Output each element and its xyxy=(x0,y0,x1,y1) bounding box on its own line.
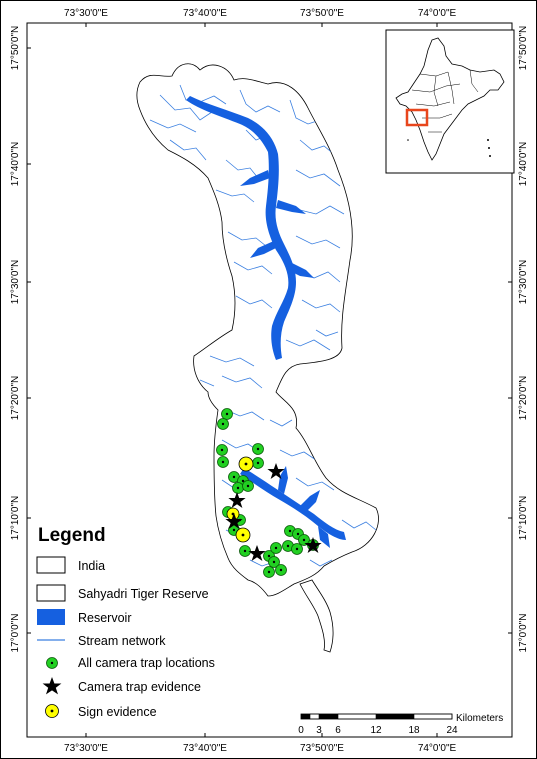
reservoir-arm xyxy=(300,490,320,512)
bottom-tick-label: 74°0'0"E xyxy=(418,743,457,754)
top-tick-label: 74°0'0"E xyxy=(418,8,457,19)
right-tick-label: 17°40'0"N xyxy=(518,142,529,187)
camera-trap-marker xyxy=(242,480,254,492)
camera-trap-evidence-star xyxy=(304,537,322,553)
left-tick-label: 17°50'0"N xyxy=(10,26,21,71)
scale-label: 12 xyxy=(370,725,382,736)
camera-trap-marker xyxy=(221,408,233,420)
scale-label: 6 xyxy=(335,725,341,736)
top-tick-label: 73°50'0"E xyxy=(300,8,344,19)
right-tick-label: 17°10'0"N xyxy=(518,496,529,541)
scale-bar: Kilometers 0 3 6 12 18 24 xyxy=(298,713,503,736)
island-dot xyxy=(407,139,409,141)
camera-trap-evidence-points xyxy=(225,463,322,561)
camera-trap-marker xyxy=(291,543,303,555)
scale-unit: Kilometers xyxy=(456,713,503,724)
camera-trap-marker xyxy=(270,542,282,554)
legend-swatch-reserve xyxy=(36,584,66,602)
left-tick-label: 17°10'0"N xyxy=(10,496,21,541)
reservoir-arm xyxy=(250,240,280,258)
sign-evidence-marker xyxy=(238,456,254,472)
legend-title: Legend xyxy=(38,525,106,546)
andaman-islands xyxy=(489,155,491,157)
india-inset-map xyxy=(385,29,515,174)
legend: Legend India Sahyadri Tiger Reserve Rese… xyxy=(36,525,215,719)
bottom-tick-label: 73°30'0"E xyxy=(64,743,108,754)
scale-label: 0 xyxy=(298,725,304,736)
left-tick-label: 17°30'0"N xyxy=(10,260,21,305)
camera-trap-marker xyxy=(217,418,229,430)
legend-swatch-india xyxy=(36,556,66,574)
right-tick-label: 17°0'0"N xyxy=(518,614,529,653)
reservoir-south xyxy=(240,468,346,540)
legend-label-camera-trap: All camera trap locations xyxy=(78,656,215,670)
right-tick-label: 17°20'0"N xyxy=(518,376,529,421)
legend-label-india: India xyxy=(78,559,105,573)
legend-swatch-sign-center xyxy=(50,709,54,713)
left-tick-label: 17°40'0"N xyxy=(10,142,21,187)
camera-trap-marker xyxy=(232,482,244,494)
reservoir-arm xyxy=(276,200,306,214)
tiger-reserve-tail xyxy=(299,579,334,653)
legend-label-sign-evidence: Sign evidence xyxy=(78,705,157,719)
camera-trap-marker xyxy=(216,444,228,456)
left-tick-label: 17°20'0"N xyxy=(10,376,21,421)
camera-trap-marker xyxy=(298,534,310,546)
camera-trap-marker xyxy=(282,540,294,552)
legend-label-camera-evidence: Camera trap evidence xyxy=(78,680,201,694)
scale-label: 24 xyxy=(446,725,458,736)
camera-trap-evidence-star xyxy=(267,463,285,479)
camera-trap-marker xyxy=(252,457,264,469)
bottom-tick-label: 73°40'0"E xyxy=(183,743,227,754)
camera-trap-evidence-star xyxy=(248,545,266,561)
legend-swatch-reservoir xyxy=(37,609,65,625)
camera-trap-evidence-star xyxy=(225,513,243,529)
legend-label-reserve: Sahyadri Tiger Reserve xyxy=(78,587,209,601)
camera-trap-marker xyxy=(275,564,287,576)
legend-swatch-camera-trap-center xyxy=(50,661,54,665)
reservoir-arm xyxy=(318,526,330,548)
top-tick-label: 73°40'0"E xyxy=(183,8,227,19)
tiger-reserve-boundary xyxy=(136,63,379,597)
legend-label-stream: Stream network xyxy=(78,634,166,648)
sign-evidence-points xyxy=(226,456,254,543)
sign-evidence-marker xyxy=(235,527,251,543)
right-tick-label: 17°30'0"N xyxy=(518,260,529,305)
reservoir-arm xyxy=(240,170,270,186)
camera-trap-marker xyxy=(217,456,229,468)
reservoir-north xyxy=(186,96,296,360)
reservoir-arm xyxy=(278,466,288,494)
top-tick-label: 73°30'0"E xyxy=(64,8,108,19)
andaman-islands xyxy=(488,147,490,149)
legend-label-reservoir: Reservoir xyxy=(78,611,132,625)
andaman-islands xyxy=(487,139,489,141)
left-tick-label: 17°0'0"N xyxy=(10,614,21,653)
india-outline xyxy=(395,37,505,161)
camera-trap-marker xyxy=(268,556,280,568)
stream-network xyxy=(149,84,377,571)
camera-trap-evidence-star xyxy=(228,492,246,508)
reservoir-arm xyxy=(288,262,314,278)
scale-label: 3 xyxy=(316,725,322,736)
right-tick-label: 17°50'0"N xyxy=(518,26,529,71)
scale-label: 18 xyxy=(408,725,420,736)
legend-swatch-camera-evidence xyxy=(42,677,62,695)
camera-trap-marker xyxy=(252,443,264,455)
camera-trap-marker xyxy=(263,566,275,578)
study-area-highlight xyxy=(405,108,429,127)
bottom-tick-label: 73°50'0"E xyxy=(300,743,344,754)
